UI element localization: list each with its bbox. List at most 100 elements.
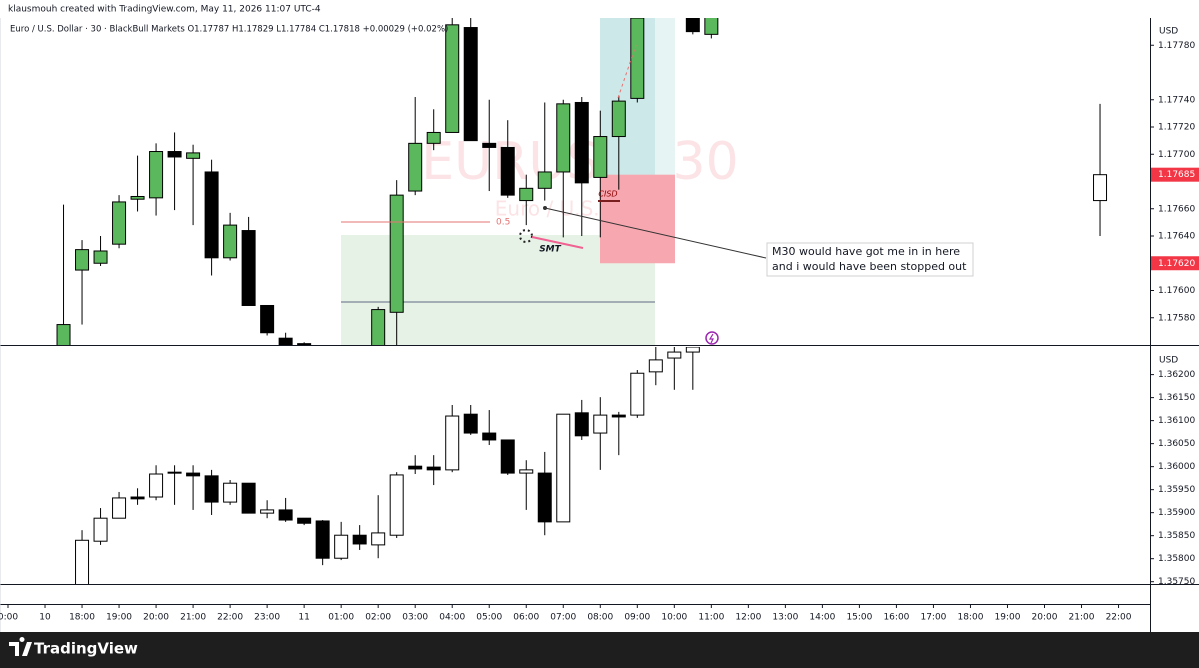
x-tick-label: 19:00 <box>106 613 132 623</box>
y-tick-label: 1.36050 <box>1158 439 1195 449</box>
candle-body <box>167 151 182 158</box>
candle-body <box>93 517 108 542</box>
x-tick-label: 01:00 <box>328 613 354 623</box>
note-line: and i would have been stopped out <box>772 260 967 273</box>
currency-label: USD <box>1159 356 1178 366</box>
y-tick-label: 1.35950 <box>1158 485 1195 495</box>
y-tick-label: 1.17640 <box>1158 232 1195 242</box>
candle-body <box>204 475 219 503</box>
footer <box>0 632 1199 668</box>
candle-body <box>112 201 127 245</box>
y-tick-label: 1.36100 <box>1158 416 1195 426</box>
candle-body <box>482 142 497 148</box>
candle-body <box>315 520 330 559</box>
x-tick-label: 11 <box>298 613 309 623</box>
x-tick-label: 20:00 <box>1032 613 1058 623</box>
x-tick-label: 18:00 <box>957 613 983 623</box>
candle-body <box>537 171 552 189</box>
candle-body <box>278 337 293 345</box>
candle-body <box>389 194 404 313</box>
y-tick-label: 1.35900 <box>1158 508 1195 518</box>
x-tick-label: 20:00 <box>143 613 169 623</box>
candle-body <box>611 414 626 418</box>
y-tick-label: 1.17780 <box>1158 41 1195 51</box>
y-tick-label: 1.36150 <box>1158 393 1195 403</box>
y-tick-label: 1.17740 <box>1158 95 1195 105</box>
candle-body <box>685 347 700 353</box>
candle-body <box>389 474 404 536</box>
x-tick-label: 04:00 <box>439 613 465 623</box>
x-tick-label: 03:00 <box>402 613 428 623</box>
candle-body <box>648 359 663 373</box>
zones <box>600 174 675 264</box>
x-tick-label: 10:00 <box>661 613 687 623</box>
candle-body <box>241 482 256 514</box>
event-icon[interactable] <box>705 331 719 345</box>
candle-body <box>352 534 367 545</box>
x-tick-label: 22:00 <box>1106 613 1132 623</box>
y-tick-label: 1.17720 <box>1158 123 1195 133</box>
author-line: klausmouh created with TradingView.com, … <box>8 5 321 15</box>
candle-body <box>75 249 90 271</box>
y-tick-label: 1.17580 <box>1158 313 1195 323</box>
candle-body <box>75 539 90 584</box>
x-tick-label: 06:00 <box>513 613 539 623</box>
candle-body <box>500 146 515 196</box>
candle-body <box>204 171 219 259</box>
target-zone-ext <box>655 18 675 175</box>
candle-body <box>556 103 571 173</box>
candle-body <box>445 415 460 471</box>
candle-body <box>426 466 441 471</box>
fib-label: 0.5 <box>496 218 510 228</box>
candle-body <box>667 351 682 359</box>
candle-body <box>630 372 645 416</box>
smt-line <box>531 236 584 249</box>
candle-body <box>297 343 312 345</box>
candle-body <box>704 18 719 35</box>
x-tick-label: 21:00 <box>180 613 206 623</box>
stop-zone <box>600 174 675 264</box>
axes: USD 1.17780 1.17740 1.17720 1.17700 1.17660 1.… <box>0 27 1199 623</box>
price-label-bg <box>1151 256 1199 271</box>
brand-name: TradingView <box>34 640 138 658</box>
candle-body <box>186 472 201 477</box>
candle-body <box>334 534 349 559</box>
x-tick-label: 09:00 <box>624 613 650 623</box>
callout-line <box>544 207 767 259</box>
candle-body <box>112 497 127 519</box>
candle-body <box>56 324 71 345</box>
callout-dot <box>543 206 547 210</box>
compare-pane <box>75 347 700 584</box>
y-tick-label: 1.35750 <box>1158 577 1195 587</box>
y-tick-label: 1.17700 <box>1158 150 1195 160</box>
candle-body <box>167 471 182 474</box>
candle-body <box>408 465 423 470</box>
candle-body <box>482 432 497 441</box>
x-tick-label: 11:00 <box>698 613 724 623</box>
y-tick-label: 1.17660 <box>1158 204 1195 214</box>
candle-body <box>1093 174 1108 202</box>
x-tick-label: 18:00 <box>69 613 95 623</box>
candle-body <box>426 131 441 144</box>
candle-body <box>371 309 386 345</box>
cisd-label: CISD <box>598 190 617 199</box>
candle-body <box>241 230 256 306</box>
brand-logo <box>9 637 32 656</box>
x-tick-label: 22:00 <box>217 613 243 623</box>
smt-marker <box>519 229 533 243</box>
x-tick-label: 07:00 <box>550 613 576 623</box>
candle-body <box>685 18 700 33</box>
symbol-line: Euro / U.S. Dollar · 30 · BlackBull Mark… <box>10 25 448 35</box>
candle-body <box>186 152 201 159</box>
candle-body <box>371 532 386 546</box>
x-tick-label: 08:00 <box>587 613 613 623</box>
candle-body <box>593 414 608 434</box>
candle-body <box>408 142 423 192</box>
candle-body <box>278 509 293 521</box>
event-bolt <box>708 333 714 344</box>
x-tick-label: 13:00 <box>772 613 798 623</box>
candle-body <box>93 250 108 264</box>
note-box <box>766 242 974 277</box>
candle-body <box>223 482 238 503</box>
price-label: 1.17620 <box>1158 259 1195 269</box>
